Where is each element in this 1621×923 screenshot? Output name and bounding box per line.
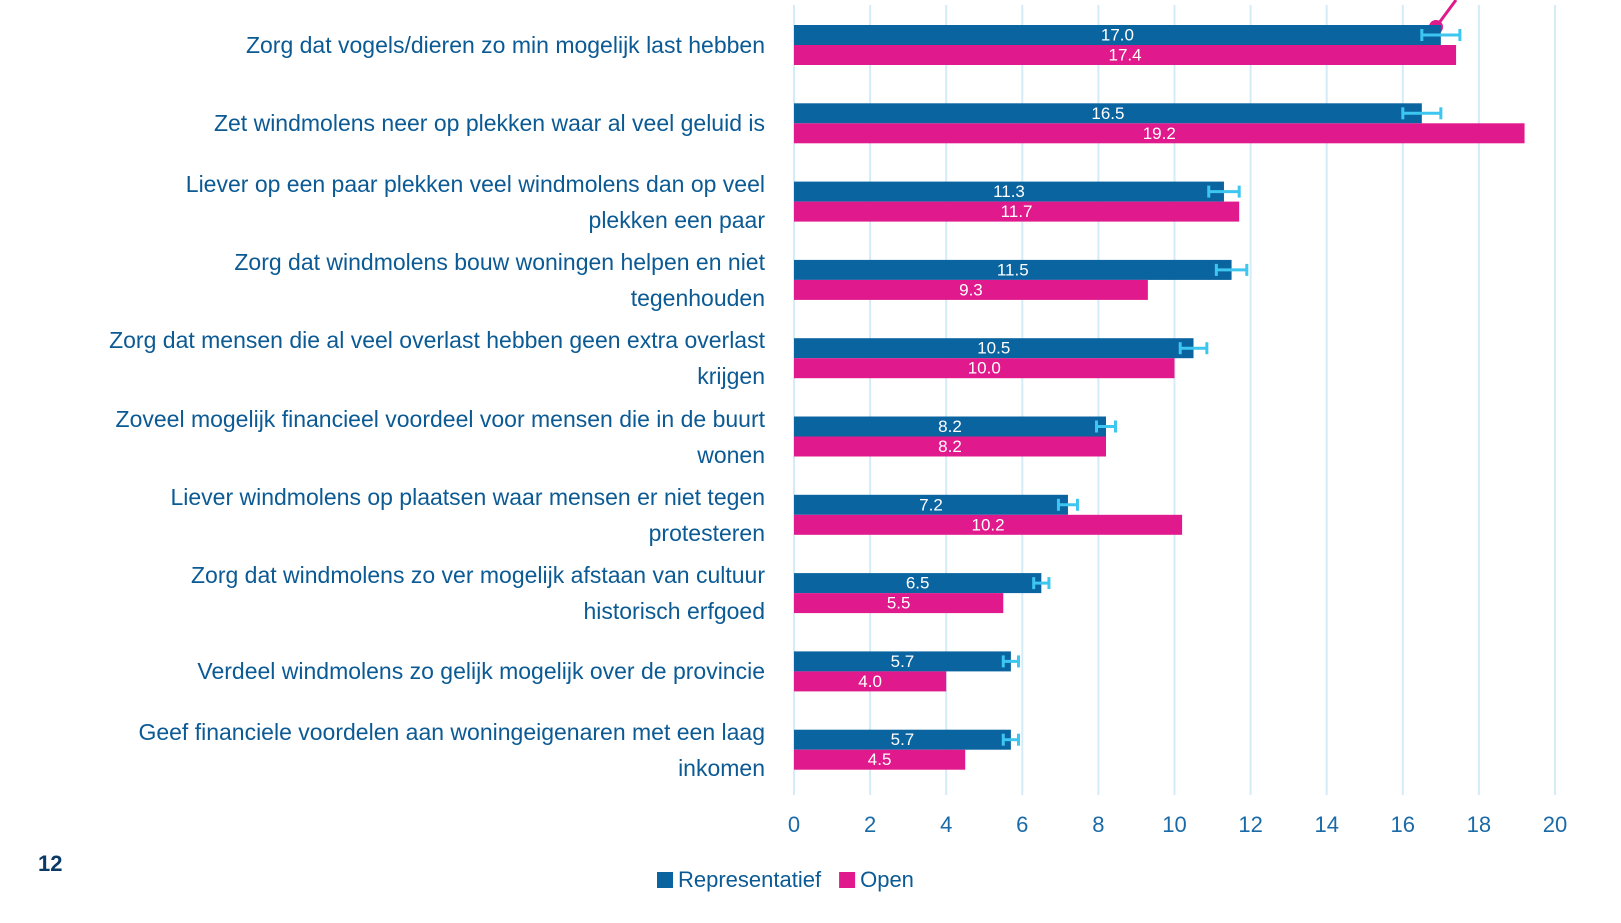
- page-number: 12: [38, 851, 62, 876]
- error-bar: [1094, 420, 1118, 433]
- bar: [794, 436, 1107, 457]
- bar: [794, 514, 1183, 535]
- legend-label: Representatief: [678, 867, 822, 892]
- category-label: Zoveel mogelijk financieel voordeel voor…: [115, 405, 765, 468]
- value-label: 10.2: [972, 515, 1005, 534]
- value-label: 17.0: [1101, 25, 1134, 44]
- category-label: Verdeel windmolens zo gelijk mogelijk ov…: [197, 658, 765, 685]
- value-label: 11.5: [997, 260, 1029, 279]
- bar: [794, 671, 947, 692]
- value-label: 10.5: [977, 339, 1010, 358]
- value-label: 8.2: [938, 417, 962, 436]
- legend-swatch: [657, 872, 673, 888]
- bar: [794, 25, 1441, 45]
- x-tick-label: 12: [1238, 812, 1262, 837]
- value-label: 5.7: [891, 730, 915, 749]
- bar: [794, 259, 1232, 280]
- error-bar: [1207, 185, 1241, 198]
- value-label: 5.5: [887, 594, 911, 613]
- bar: [794, 338, 1194, 359]
- x-tick-label: 2: [864, 812, 876, 837]
- x-tick-label: 10: [1162, 812, 1186, 837]
- error-bar: [1056, 498, 1079, 511]
- category-label: Zorg dat vogels/dieren zo min mogelijk l…: [245, 32, 765, 58]
- bar: [794, 279, 1148, 300]
- x-tick-label: 6: [1016, 812, 1028, 837]
- bar: [794, 201, 1240, 222]
- category-label: Liever windmolens op plaatsen waar mense…: [170, 483, 765, 546]
- bar: [794, 416, 1107, 437]
- value-label: 10.0: [968, 359, 1001, 378]
- error-bar: [1001, 655, 1020, 668]
- value-label: 17.4: [1108, 45, 1141, 64]
- bar: [794, 181, 1224, 202]
- value-label: 6.5: [906, 574, 930, 593]
- value-label: 11.7: [1001, 202, 1033, 221]
- legend-swatch: [839, 872, 856, 888]
- value-label: 16.5: [1091, 104, 1124, 123]
- category-label: Zorg dat mensen die al veel overlast heb…: [109, 327, 765, 390]
- value-label: 9.3: [959, 280, 983, 299]
- category-label: Liever op een paar plekken veel windmole…: [185, 170, 765, 233]
- category-label: Zorg dat windmolens zo ver mogelijk afst…: [190, 562, 765, 625]
- error-bar: [1001, 733, 1020, 746]
- bar: [794, 729, 1011, 750]
- error-bar: [1032, 577, 1051, 590]
- bar: [794, 103, 1422, 124]
- category-label: Zorg dat windmolens bouw woningen helpen…: [234, 248, 765, 311]
- x-tick-label: 16: [1391, 812, 1415, 837]
- bar: [794, 358, 1175, 379]
- error-bar: [1214, 263, 1249, 276]
- value-label: 11.3: [993, 182, 1025, 201]
- bar: [794, 573, 1042, 594]
- bar: [794, 123, 1525, 144]
- legend-label: Open: [860, 867, 914, 892]
- x-tick-label: 0: [788, 812, 800, 837]
- error-bar: [1401, 107, 1443, 120]
- x-tick-label: 4: [940, 812, 952, 837]
- error-bar: [1420, 29, 1462, 41]
- bar: [794, 593, 1004, 614]
- x-tick-label: 14: [1314, 812, 1338, 837]
- bar: [794, 651, 1011, 672]
- error-bar: [1178, 342, 1209, 355]
- value-label: 4.0: [858, 672, 882, 691]
- x-tick-label: 18: [1467, 812, 1491, 837]
- bar: [794, 45, 1457, 65]
- value-label: 5.7: [891, 652, 915, 671]
- x-tick-label: 8: [1092, 812, 1104, 837]
- value-label: 7.2: [919, 495, 943, 514]
- bar: [794, 494, 1068, 515]
- category-label: Geef financiele voordelen aan woningeige…: [138, 718, 765, 781]
- value-label: 19.2: [1143, 124, 1176, 143]
- value-label: 8.2: [938, 437, 962, 456]
- category-label: Zet windmolens neer op plekken waar al v…: [213, 110, 765, 137]
- value-label: 4.5: [868, 750, 892, 769]
- bar: [794, 749, 966, 770]
- x-tick-label: 20: [1543, 812, 1567, 837]
